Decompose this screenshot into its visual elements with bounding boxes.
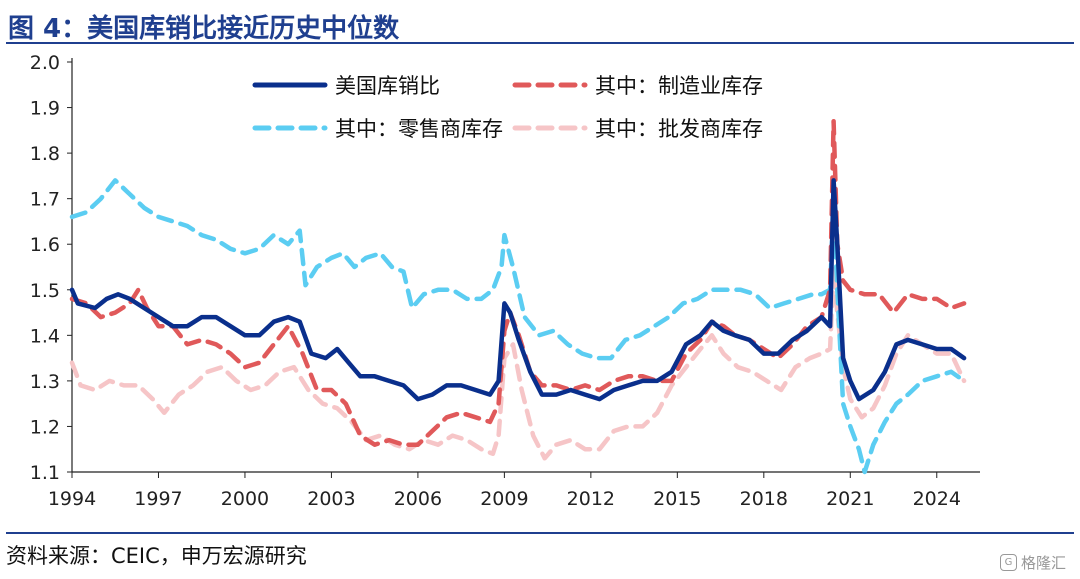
- x-tick-label: 2006: [394, 488, 442, 510]
- footer-divider: [6, 532, 1074, 534]
- y-tick-label: 1.5: [30, 280, 60, 302]
- x-tick-label: 2024: [913, 488, 961, 510]
- x-tick-label: 2021: [826, 488, 874, 510]
- legend-label-3: 其中：批发商库存: [595, 117, 763, 141]
- watermark-text: 格隆汇: [1020, 554, 1066, 572]
- y-tick-label: 1.3: [30, 371, 60, 393]
- x-tick-label: 2009: [480, 488, 528, 510]
- y-tick-label: 1.8: [30, 143, 60, 165]
- legend-label-2: 其中：零售商库存: [335, 117, 503, 141]
- x-tick-label: 2018: [740, 488, 788, 510]
- x-tick-label: 2003: [307, 488, 355, 510]
- x-tick-label: 1997: [134, 488, 182, 510]
- y-tick-label: 1.4: [30, 325, 60, 347]
- title-bar: 图 4：美国库销比接近历史中位数: [6, 4, 1074, 44]
- y-tick-label: 1.9: [30, 98, 60, 120]
- source-note: 资料来源：CEIC，申万宏源研究: [6, 544, 307, 568]
- series-line-0: [69, 178, 967, 402]
- series-line-2: [69, 178, 967, 475]
- x-tick-label: 1994: [48, 488, 96, 510]
- watermark: G 格隆汇: [999, 552, 1066, 573]
- y-tick-label: 1.7: [30, 189, 60, 211]
- x-tick-label: 2015: [653, 488, 701, 510]
- chart-title: 图 4：美国库销比接近历史中位数: [8, 14, 400, 44]
- series-line-3: [69, 264, 967, 461]
- y-tick-label: 2.0: [30, 52, 60, 74]
- logo-icon: G: [999, 554, 1017, 571]
- x-tick-label: 2012: [567, 488, 615, 510]
- legend-label-1: 其中：制造业库存: [595, 74, 763, 98]
- y-tick-label: 1.2: [30, 416, 60, 438]
- y-tick-label: 1.1: [30, 462, 60, 484]
- legend-label-0: 美国库销比: [335, 74, 440, 98]
- y-tick-label: 1.6: [30, 234, 60, 256]
- x-tick-label: 2000: [221, 488, 269, 510]
